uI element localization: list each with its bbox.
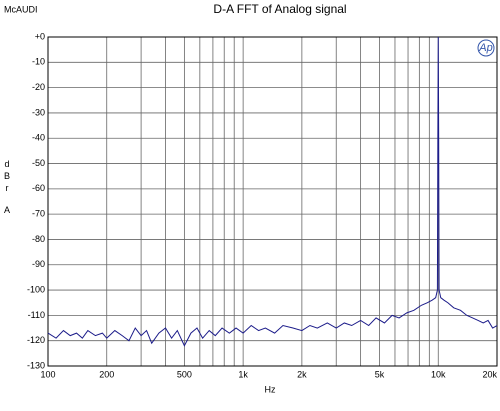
x-tick-label: 100 [40,369,55,379]
y-tick-label: -30 [32,107,45,117]
y-tick-label: +0 [35,31,45,41]
y-tick-label: -50 [32,158,45,168]
x-tick-label: 10k [431,369,446,379]
logo-ring [477,39,495,57]
y-tick-label: -90 [32,259,45,269]
y-tick-label: -110 [28,310,45,320]
y-tick-label: -80 [32,234,45,244]
y-tick-label: -40 [32,133,45,143]
plot-frame [47,36,498,367]
logo: Ap [478,42,492,54]
x-tick-label: 500 [177,369,192,379]
x-tick-label: 1k [238,369,248,379]
chart-title: D-A FFT of Analog signal [213,2,346,16]
y-tick-label: -10 [32,57,45,67]
x-tick-label: 20k [482,369,497,379]
data-line [47,36,498,347]
y-tick-label: -100 [27,284,45,294]
y-tick-label: -70 [32,209,45,219]
y-tick-label: -120 [27,335,45,345]
y-tick-label: -20 [32,82,45,92]
y-tick-label: -60 [32,183,45,193]
x-tick-label: 200 [99,369,114,379]
brand: McAUDI [4,4,38,14]
y-tick-label: -130 [27,360,45,370]
x-tick-label: 2k [297,369,307,379]
x-tick-label: 5k [375,369,385,379]
x-axis-label: Hz [265,384,276,394]
